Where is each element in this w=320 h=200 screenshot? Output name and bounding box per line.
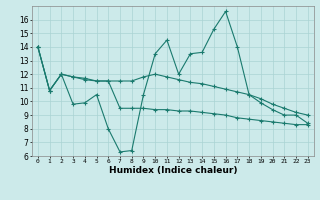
X-axis label: Humidex (Indice chaleur): Humidex (Indice chaleur) xyxy=(108,166,237,175)
